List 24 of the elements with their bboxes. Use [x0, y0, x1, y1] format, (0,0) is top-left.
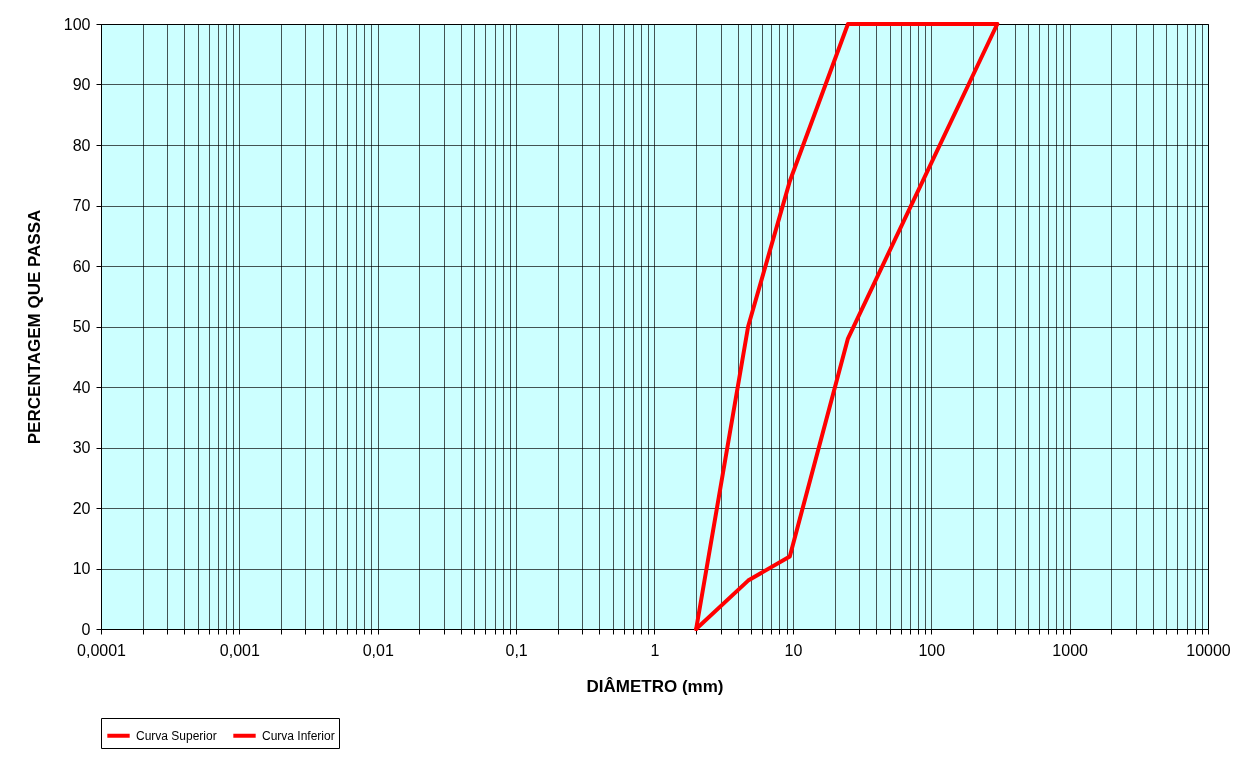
x-tick-label: 100	[918, 641, 946, 659]
x-tick-label: 0,01	[362, 641, 394, 659]
legend-label: Curva Inferior	[262, 728, 335, 743]
x-tick-label: 1	[650, 641, 660, 659]
x-tick-label: 0,001	[219, 641, 260, 659]
legend-label: Curva Superior	[136, 728, 217, 743]
y-tick-label: 40	[72, 378, 91, 396]
x-tick-label: 1000	[1052, 641, 1089, 659]
x-tick-label: 10000	[1186, 641, 1231, 659]
y-axis-title: PERCENTAGEM QUE PASSA	[24, 209, 44, 445]
x-tick-label: 10	[784, 641, 803, 659]
y-tick-label: 60	[72, 257, 91, 275]
y-tick-label: 30	[72, 439, 91, 456]
y-tick-label: 20	[72, 499, 91, 517]
x-axis-title: DIÂMETRO (mm)	[586, 676, 724, 696]
y-tick-label: 0	[81, 620, 91, 638]
y-tick-label: 70	[72, 197, 91, 214]
x-tick-label: 0,0001	[77, 641, 127, 659]
y-tick-label: 50	[72, 318, 91, 335]
x-tick-label: 0,1	[505, 641, 528, 659]
y-tick-label: 80	[72, 136, 91, 154]
y-tick-label: 10	[72, 560, 91, 577]
y-tick-label: 90	[72, 76, 91, 93]
y-tick-label: 100	[63, 15, 91, 33]
